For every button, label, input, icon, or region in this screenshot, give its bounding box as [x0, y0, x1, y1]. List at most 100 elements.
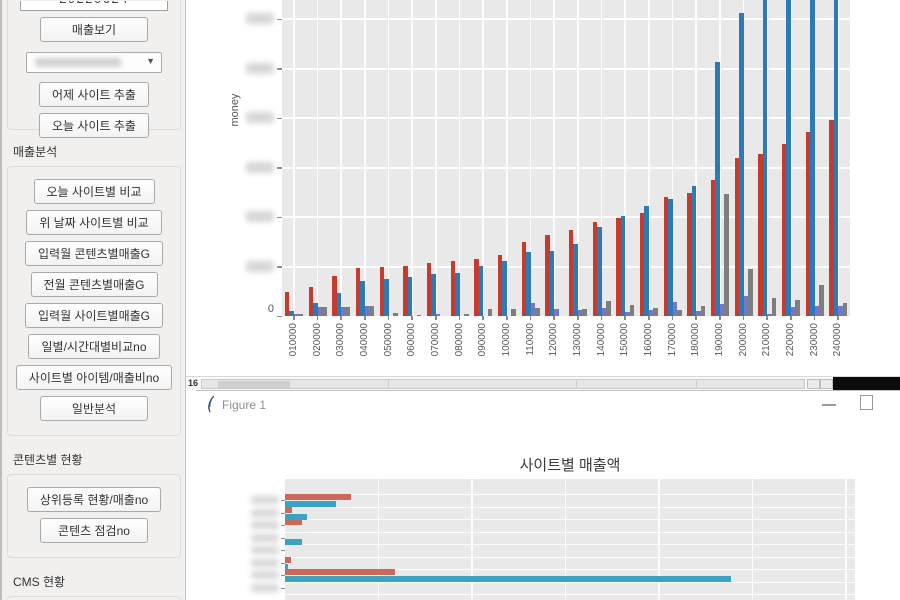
maximize-button[interactable] — [860, 395, 873, 410]
bar — [530, 303, 535, 316]
gridline — [624, 0, 626, 316]
x-tick-label: 070000 — [429, 323, 441, 357]
x-tick — [813, 316, 816, 320]
x-tick — [671, 316, 674, 320]
bar — [629, 305, 635, 316]
gridline — [387, 0, 390, 316]
top-figure: money 0 010000 020000 030000 040000 050000 060… — [196, 0, 900, 376]
gridline — [285, 569, 855, 571]
x-tick — [837, 316, 839, 320]
bar — [285, 569, 395, 575]
bar — [625, 312, 630, 316]
bar — [810, 0, 815, 316]
sidebar-button[interactable]: 오늘 사이트별 비교 — [33, 179, 155, 204]
bar — [285, 563, 288, 570]
sidebar-button[interactable]: 일반분석 — [40, 396, 148, 421]
bar — [464, 314, 469, 316]
scrollbar-thumb[interactable] — [218, 381, 290, 388]
bar — [582, 309, 587, 316]
x-tick-label: 110000 — [524, 323, 536, 356]
bar — [597, 227, 602, 316]
x-tick-label: 010000 — [287, 323, 299, 357]
bar — [511, 309, 516, 316]
x-tick-label: 200000 — [737, 323, 749, 357]
gridline — [285, 494, 855, 496]
site-combobox[interactable]: ▼ — [26, 52, 162, 73]
gridline — [471, 479, 473, 600]
scrollbar-separator — [696, 380, 697, 389]
bar — [535, 308, 540, 316]
scrollbar-button-left[interactable] — [807, 379, 820, 389]
combobox-blurred-value — [35, 58, 121, 67]
sidebar-button[interactable]: 입력월 콘텐츠별매출G — [24, 241, 164, 266]
gridline — [285, 506, 855, 508]
bar — [384, 279, 389, 316]
y-tick-label-blurred — [246, 62, 274, 74]
x-tick-label: 080000 — [453, 323, 465, 357]
bar — [407, 277, 413, 316]
gridline — [671, 0, 674, 316]
bar — [450, 261, 455, 316]
sidebar-button[interactable]: 콘텐츠 점검no — [40, 518, 148, 543]
y-tick — [281, 537, 285, 539]
sidebar-button[interactable]: 위 날짜 사이트별 비교 — [26, 210, 162, 235]
sidebar-button[interactable]: 상위등록 현황/매출no — [26, 487, 162, 512]
bar — [819, 285, 824, 316]
sidebar-button[interactable]: 일별/시간대별비교no — [28, 334, 160, 359]
bar — [616, 218, 621, 316]
bar — [345, 307, 351, 316]
y-tick-label-blurred — [251, 496, 279, 504]
bar — [435, 314, 441, 316]
y-tick — [277, 266, 282, 268]
x-tick — [600, 316, 603, 320]
bar — [317, 307, 322, 316]
gridline — [282, 117, 850, 119]
figure-window-titlebar[interactable]: Figure 1 — [196, 391, 900, 419]
sidebar-button[interactable]: 사이트별 아이템/매출비no — [15, 365, 173, 390]
horizontal-scrollbar[interactable] — [201, 379, 805, 389]
gridline — [435, 0, 437, 316]
sidebar-button[interactable]: 입력월 사이트별매출G — [24, 303, 164, 328]
sidebar-button[interactable]: 전월 콘텐츠별매출G — [30, 272, 158, 297]
bar — [829, 120, 834, 316]
y-tick — [281, 525, 285, 526]
figure-window: Figure 1 사이트별 매출액 — [196, 390, 900, 600]
yesterday-site-extract-button[interactable]: 어제 사이트 추출 — [39, 82, 149, 107]
bar — [786, 0, 791, 316]
x-tick-label: 060000 — [406, 323, 418, 357]
bar — [431, 274, 436, 316]
gridline — [564, 479, 567, 600]
gridline — [658, 479, 660, 600]
y-tick — [277, 117, 282, 119]
bar — [285, 506, 292, 513]
y-axis-label: money — [229, 93, 241, 127]
y-tick — [277, 216, 282, 218]
date-input[interactable]: 20220624 — [20, 1, 168, 11]
x-tick-label: 210000 — [761, 323, 773, 357]
bar — [620, 216, 626, 316]
y-tick — [281, 500, 285, 501]
scrollbar-button-right[interactable] — [820, 379, 833, 389]
x-tick-label: 030000 — [335, 323, 347, 357]
bar — [285, 501, 336, 507]
gridline — [719, 0, 721, 316]
bar — [554, 309, 559, 316]
bar — [393, 313, 398, 316]
y-tick — [277, 18, 282, 20]
gridline — [600, 0, 603, 316]
bar — [285, 576, 731, 582]
today-site-extract-button[interactable]: 오늘 사이트 추출 — [39, 113, 149, 138]
bar — [426, 263, 432, 316]
bar — [639, 213, 645, 316]
bar — [790, 307, 796, 316]
background-strip: 16 — [186, 376, 900, 390]
section-label: CMS 현황 — [13, 575, 66, 589]
x-tick — [340, 316, 342, 320]
bar — [573, 244, 578, 316]
minimize-button[interactable] — [822, 404, 836, 406]
y-tick-label-blurred — [251, 508, 279, 517]
bar — [403, 266, 408, 316]
view-sales-button[interactable]: 매출보기 — [40, 17, 148, 42]
bar — [285, 556, 291, 563]
